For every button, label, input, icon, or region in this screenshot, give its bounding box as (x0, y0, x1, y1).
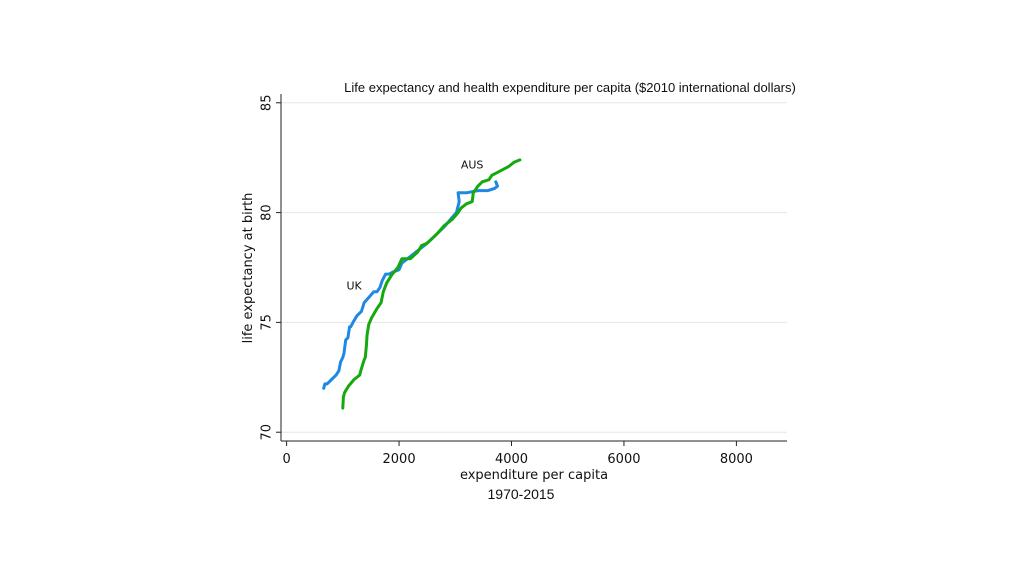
series-labels: UK AUS (346, 159, 483, 293)
series-label-aus: AUS (461, 159, 484, 172)
chart-caption: 1970-2015 (488, 486, 555, 502)
x-tick-label-1: 2000 (383, 452, 416, 467)
chart-title: Life expectancy and health expenditure p… (344, 80, 796, 95)
series-line-uk (322, 180, 499, 390)
y-axis-label: life expectancy at birth (241, 193, 256, 344)
axis-ticks: 70 75 80 85 0 2000 4000 6000 8000 (260, 95, 753, 467)
y-tick-label-3: 85 (260, 95, 275, 112)
series-lines (322, 158, 522, 410)
series-label-uk: UK (346, 279, 362, 292)
y-tick-label-2: 80 (260, 204, 275, 221)
x-tick-label-2: 4000 (495, 452, 528, 467)
series-line-aus (341, 158, 522, 410)
x-tick-label-3: 6000 (607, 452, 640, 467)
x-tick-label-0: 0 (282, 452, 290, 467)
y-tick-label-1: 75 (260, 314, 275, 331)
grid-lines (281, 102, 787, 433)
x-axis-label: expenditure per capita (460, 468, 608, 483)
x-tick-label-4: 8000 (720, 452, 753, 467)
y-tick-label-0: 70 (260, 424, 275, 441)
